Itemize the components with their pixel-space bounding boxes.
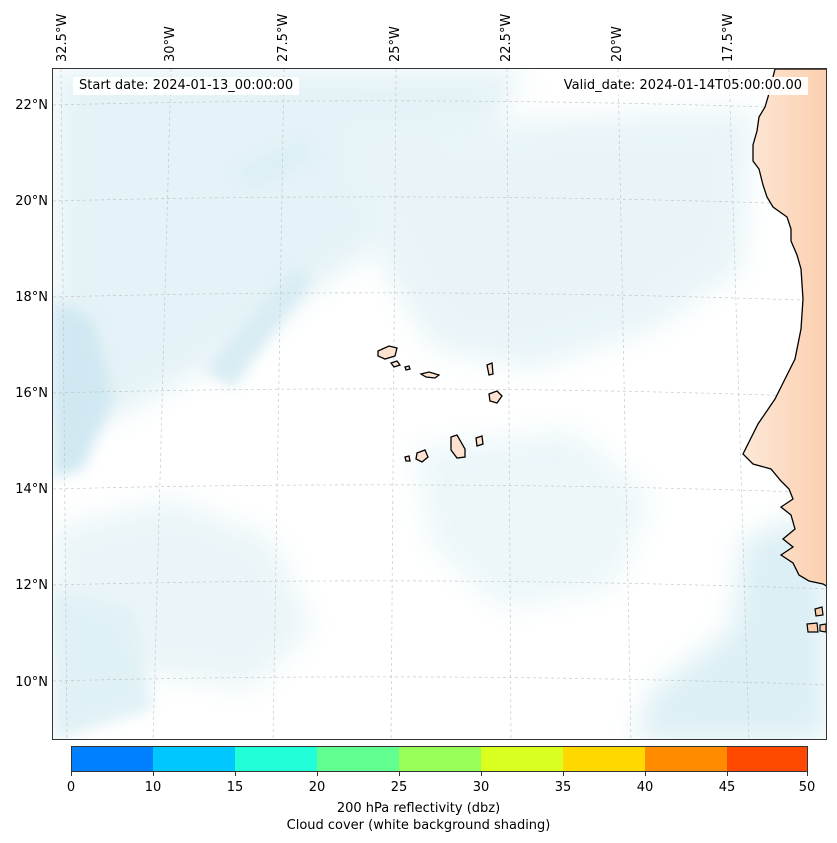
lon-label-32-5w: 32.5°W (55, 13, 70, 62)
map-panel: Start date: 2024-01-13_00:00:00 Valid_da… (52, 68, 827, 740)
colorbar-label-reflectivity: 200 hPa reflectivity (dbz) (336, 801, 501, 816)
colorbar-segment-4 (399, 746, 481, 772)
valid-date-label: Valid_date: 2024-01-14T05:00:00.00 (557, 77, 808, 95)
colorbar-segment-2 (235, 746, 317, 772)
cape-verde-islands (377, 345, 503, 463)
colorbar-segment-7 (645, 746, 727, 772)
colorbar-tick (153, 772, 154, 776)
lat-label-10n: 10°N (15, 675, 48, 690)
colorbar-tick-label: 10 (144, 780, 162, 795)
colorbar-frame (71, 746, 808, 772)
colorbar-tick-label: 40 (636, 780, 654, 795)
cloud-band-north (343, 109, 753, 369)
lat-label-20n: 20°N (15, 194, 48, 209)
cloud-southeast-edge (633, 509, 826, 739)
island-santo-antao (377, 345, 398, 360)
lon-label-20w: 20°W (610, 26, 625, 62)
colorbar-segment-1 (153, 746, 235, 772)
island-sal (486, 362, 494, 376)
colorbar-segment-3 (317, 746, 399, 772)
colorbar-tick-label: 35 (554, 780, 572, 795)
cloud-bottom-left (53, 589, 153, 739)
island-fogo (415, 449, 429, 463)
island-brava (404, 455, 411, 462)
colorbar-tick (563, 772, 564, 776)
bijagos-islands (806, 606, 826, 633)
lon-label-30w: 30°W (163, 26, 178, 62)
start-date-label: Start date: 2024-01-13_00:00:00 (73, 77, 300, 95)
island-sao-nicolau (419, 371, 441, 379)
colorbar-tick (399, 772, 400, 776)
colorbar-tick-label: 50 (798, 780, 816, 795)
island-maio (475, 435, 484, 447)
cloud-south-center (413, 429, 653, 609)
lon-label-25w: 25°W (388, 26, 403, 62)
colorbar-segment-0 (71, 746, 153, 772)
colorbar-tick-label: 30 (472, 780, 490, 795)
colorbar-tick-label: 45 (718, 780, 736, 795)
colorbar-tick (235, 772, 236, 776)
island-santiago (450, 434, 466, 459)
colorbar-tick (481, 772, 482, 776)
colorbar-segment-5 (481, 746, 563, 772)
island-boa-vista (488, 390, 503, 404)
island-sao-vicente (389, 360, 402, 368)
colorbar-tick (807, 772, 808, 776)
lon-label-27-5w: 27.5°W (276, 13, 291, 62)
lat-label-12n: 12°N (15, 578, 48, 593)
cloud-streak-2 (233, 139, 313, 189)
lat-label-16n: 16°N (15, 386, 48, 401)
lon-label-17-5w: 17.5°W (721, 13, 736, 62)
colorbar-tick (727, 772, 728, 776)
colorbar-tick (71, 772, 72, 776)
colorbar-label-cloud-cover: Cloud cover (white background shading) (286, 818, 551, 833)
colorbar-tick-label: 15 (226, 780, 244, 795)
cloud-streak-1 (203, 269, 313, 389)
colorbar-segment-6 (563, 746, 645, 772)
colorbar-segment-8 (727, 746, 808, 772)
lat-label-22n: 22°N (15, 98, 48, 113)
colorbar-tick-label: 20 (308, 780, 326, 795)
cloud-west-edge (53, 299, 113, 479)
island-santa-luzia (404, 365, 411, 371)
cloud-cover-layer (53, 69, 826, 739)
colorbar-tick-label: 25 (390, 780, 408, 795)
map-canvas (53, 69, 826, 739)
lon-label-22-5w: 22.5°W (499, 13, 514, 62)
colorbar-tick-label: 0 (66, 780, 76, 795)
lat-label-14n: 14°N (15, 482, 48, 497)
colorbar-tick (645, 772, 646, 776)
african-coastline (742, 69, 826, 587)
lat-label-18n: 18°N (15, 290, 48, 305)
colorbar-tick (317, 772, 318, 776)
graticule (53, 69, 826, 739)
